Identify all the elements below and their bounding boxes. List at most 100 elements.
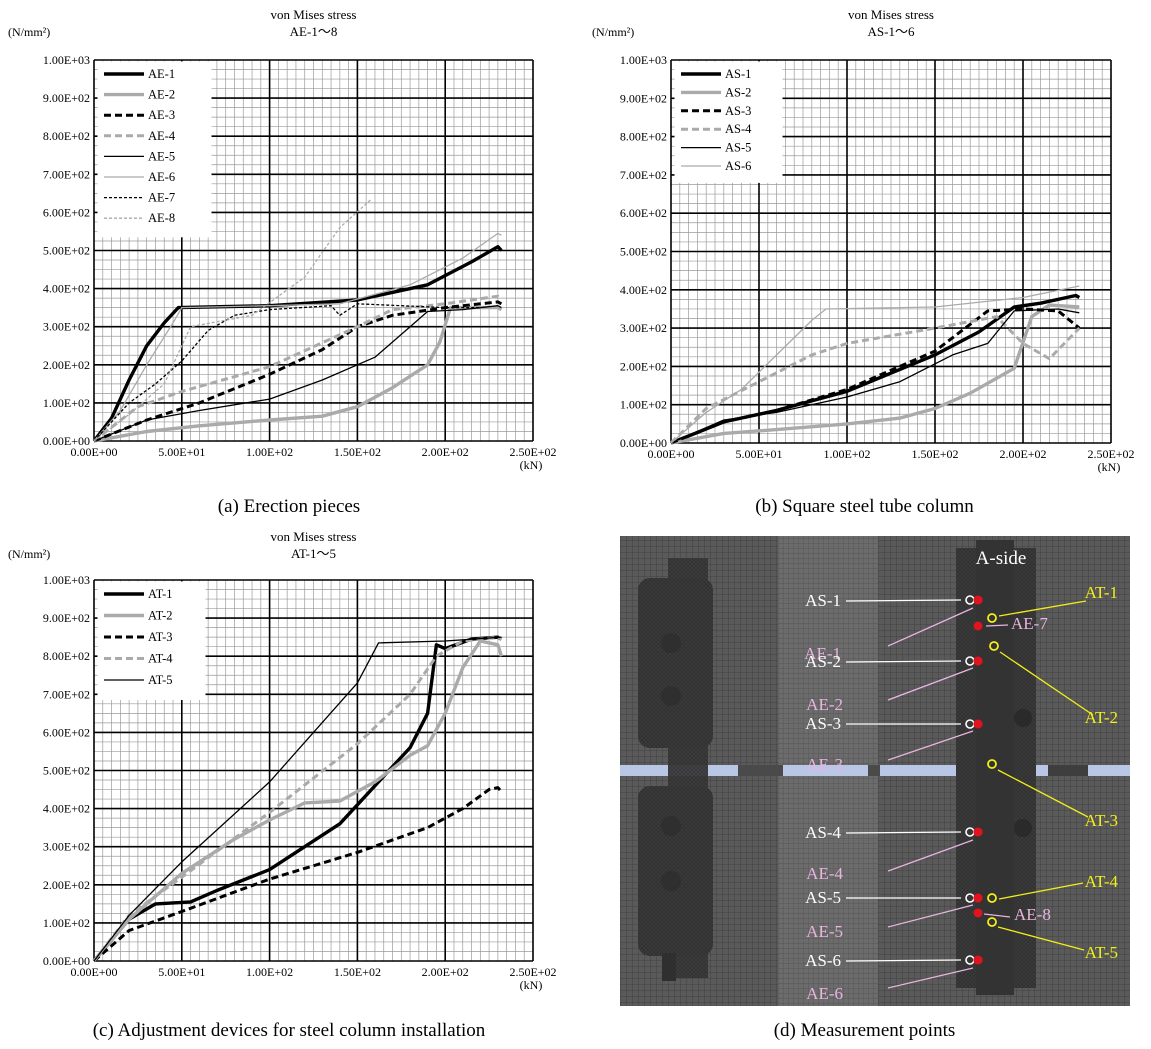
y-tick-label: 0.00E+00 <box>43 954 90 968</box>
y-tick-label: 5.00E+02 <box>620 245 667 259</box>
label-at-4: AT-4 <box>1085 872 1119 891</box>
label-ae-4: AE-4 <box>806 864 843 883</box>
y-tick-label: 6.00E+02 <box>43 205 90 219</box>
leader-line <box>998 600 1087 617</box>
leader-line <box>983 913 1011 918</box>
label-as-6: AS-6 <box>805 951 841 970</box>
x-tick-label: 0.00E+00 <box>647 447 694 461</box>
legend-label: AE-1 <box>148 67 175 81</box>
measurement-point-ae <box>973 656 983 666</box>
y-tick-label: 5.00E+02 <box>43 764 90 778</box>
y-tick-label: 1.00E+03 <box>620 53 667 67</box>
chart-panel-as: von Mises stress AS-1～6 (N/mm²) 0.00E+00 1.0… <box>578 0 1151 533</box>
x-tick-label: 2.50E+02 <box>509 445 556 459</box>
leader-line <box>887 667 974 701</box>
y-tick-label: 1.00E+02 <box>620 398 667 412</box>
leader-line <box>845 831 962 834</box>
leader-line <box>985 624 1009 627</box>
x-tick-label: 5.00E+01 <box>158 965 205 979</box>
x-tick-label: 1.00E+02 <box>246 965 293 979</box>
legend-label: AS-2 <box>725 85 751 99</box>
y-tick-label: 7.00E+02 <box>43 167 90 181</box>
legend-label: AE-4 <box>148 129 176 143</box>
x-tick-label: 5.00E+01 <box>158 445 205 459</box>
y-tick-label: 8.00E+02 <box>620 130 667 144</box>
measurement-point-at <box>989 641 999 651</box>
chart-subtitle: AE-1～8 <box>290 24 338 39</box>
y-tick-label: 8.00E+02 <box>43 649 90 663</box>
leader-line <box>999 651 1094 716</box>
measurement-labels: AS-1 AE-1 AT-1 AE-7 AS-2 AT-2 AE-2AS-3 AE-3 AT-3… <box>804 583 1118 1003</box>
y-tick-label: 4.00E+02 <box>43 802 90 816</box>
y-tick-label: 4.00E+02 <box>620 283 667 297</box>
y-tick-label: 4.00E+02 <box>43 282 90 296</box>
series-line-as-2 <box>670 303 1080 445</box>
y-tick-label: 3.00E+02 <box>43 840 90 854</box>
leader-line <box>845 959 962 962</box>
measurement-point-ae <box>973 827 983 837</box>
series-line-as-6 <box>670 285 1080 444</box>
caption-d: (d) Measurement points <box>773 1020 956 1041</box>
y-tick-label: 0.00E+00 <box>43 434 90 448</box>
label-ae-2: AE-2 <box>806 695 843 714</box>
y-tick-label: 1.00E+02 <box>43 916 90 930</box>
x-unit-label: (kN) <box>520 458 543 472</box>
chart-title: von Mises stress <box>271 529 357 544</box>
leader-line <box>887 967 974 989</box>
y-tick-label: 2.00E+02 <box>43 358 90 372</box>
x-tick-label: 5.00E+01 <box>735 447 782 461</box>
legend-label: AE-7 <box>148 191 175 205</box>
leader-line <box>887 904 974 928</box>
leader-line <box>887 730 974 761</box>
measurement-point-at <box>987 893 997 903</box>
y-tick-label: 6.00E+02 <box>620 206 667 220</box>
measurement-points-panel: A-side AS-1 AE-1 AT-1 AE-7 AS-2 AT-2 AE-2 AS-3 A… <box>578 528 1151 1023</box>
leader-line <box>998 882 1084 900</box>
x-tick-label: 1.00E+02 <box>246 445 293 459</box>
measurement-point-ae <box>973 955 983 965</box>
measurement-point-ae <box>973 719 983 729</box>
leader-line <box>845 599 962 602</box>
y-tick-label: 7.00E+02 <box>620 168 667 182</box>
label-ae-6: AE-6 <box>806 984 843 1003</box>
legend-box <box>674 61 783 183</box>
x-unit-label: (kN) <box>520 978 543 992</box>
leader-line <box>887 607 974 647</box>
y-tick-label: 0.00E+00 <box>620 436 667 450</box>
series-line-as-5 <box>670 308 1080 444</box>
label-ae-3: AE-3 <box>806 755 843 774</box>
legend-label: AT-5 <box>148 673 173 687</box>
legend-label: AE-8 <box>148 211 175 225</box>
leader-line <box>997 926 1085 951</box>
chart-subtitle: AT-1～5 <box>291 546 336 561</box>
legend-label: AT-3 <box>148 630 173 644</box>
x-tick-label: 2.00E+02 <box>422 965 469 979</box>
label-as-5: AS-5 <box>805 888 841 907</box>
y-unit-label: (N/mm²) <box>8 547 50 561</box>
series-line-at-1 <box>92 635 503 963</box>
measurement-point-at <box>987 917 997 927</box>
x-unit-label: (kN) <box>1098 460 1121 474</box>
x-tick-label: 0.00E+00 <box>70 965 117 979</box>
label-ae-7: AE-7 <box>1011 614 1048 633</box>
label-at-5: AT-5 <box>1085 943 1118 962</box>
y-unit-label: (N/mm²) <box>592 25 634 39</box>
chart-at: von Mises stress AT-1～5 (N/mm²) 0.00E+00 1.0… <box>8 529 557 992</box>
y-unit-label: (N/mm²) <box>8 25 50 39</box>
series-line-ae-4 <box>93 294 503 443</box>
chart-title: von Mises stress <box>848 7 934 22</box>
y-tick-label: 2.00E+02 <box>620 359 667 373</box>
label-at-1: AT-1 <box>1085 583 1118 602</box>
measurement-point-at <box>987 759 997 769</box>
legend-label: AE-6 <box>148 170 175 184</box>
measurement-points-model: A-side AS-1AE-1AT-1AE-7AS-2AT-2AE-2AS-3A… <box>620 536 1130 1006</box>
y-tick-label: 7.00E+02 <box>43 687 90 701</box>
y-tick-label: 5.00E+02 <box>43 244 90 258</box>
x-tick-label: 1.00E+02 <box>823 447 870 461</box>
chart-as: von Mises stress AS-1～6 (N/mm²) 0.00E+00 1.0… <box>592 7 1135 474</box>
chart-subtitle: AS-1～6 <box>868 24 915 39</box>
measurement-point-ae <box>973 595 983 605</box>
series-line-ae-5 <box>93 305 502 442</box>
x-tick-label: 1.50E+02 <box>911 447 958 461</box>
y-tick-label: 1.00E+03 <box>43 53 90 67</box>
